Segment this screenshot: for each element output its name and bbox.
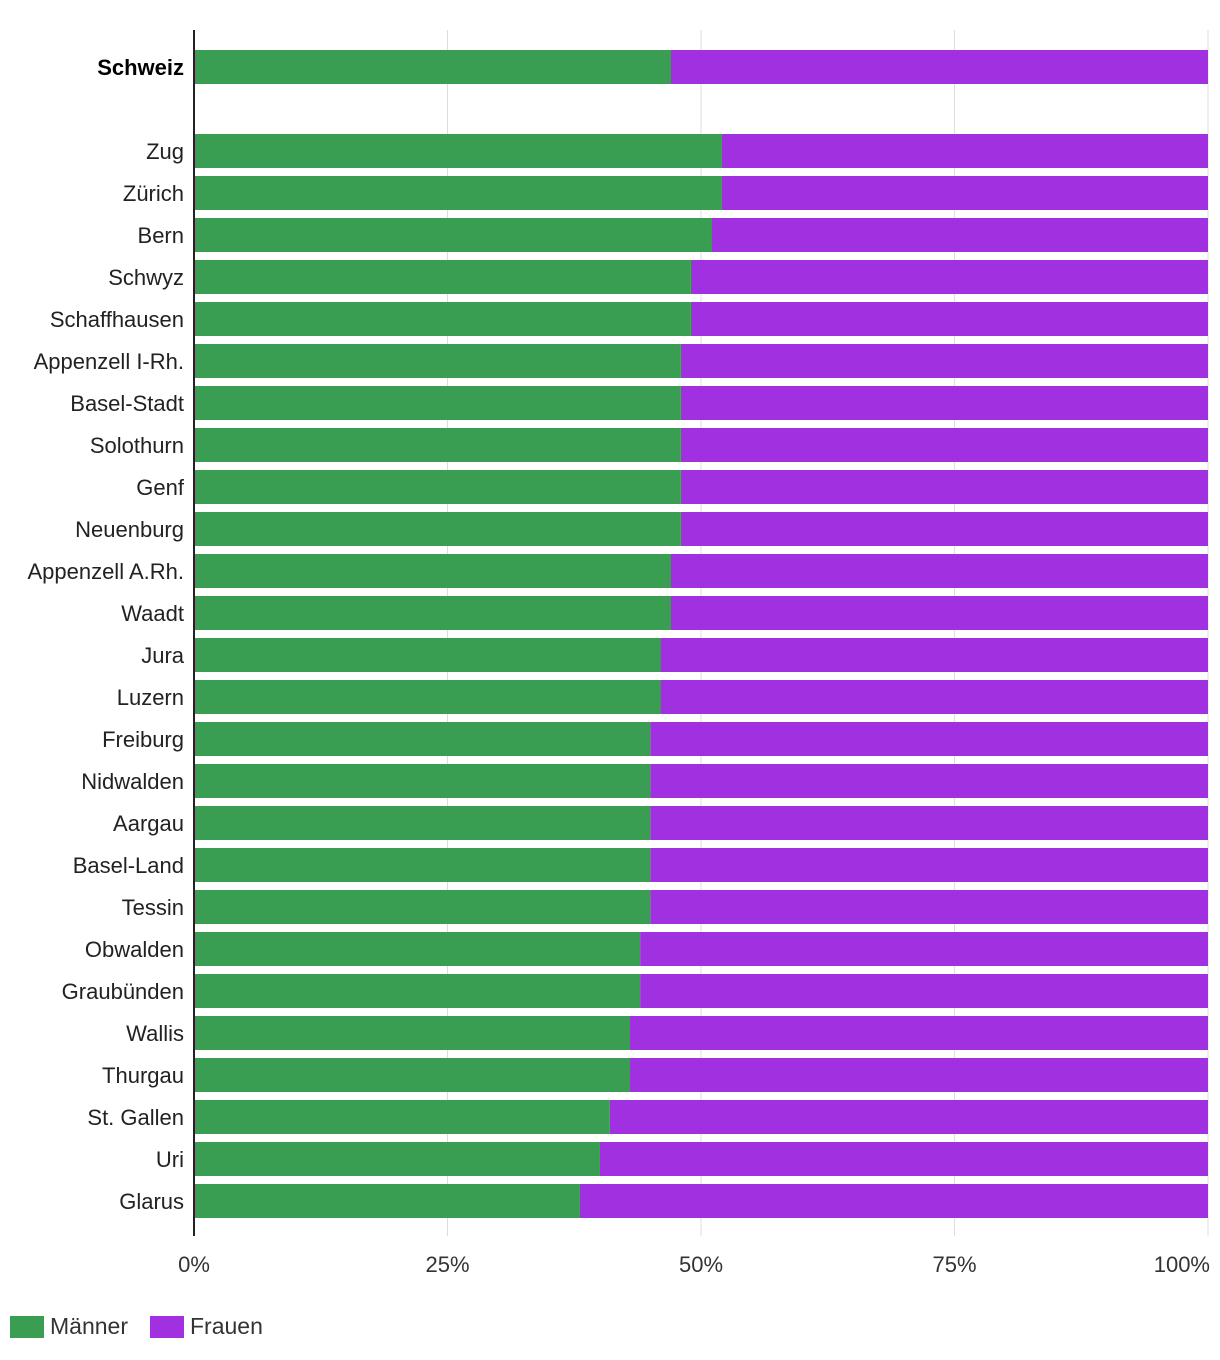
category-label: Aargau [113,811,184,836]
category-label: Bern [138,223,184,248]
bar-frauen [680,386,1208,420]
bar-maenner [194,848,651,882]
category-label: Zürich [123,181,184,206]
bar-maenner [194,596,671,630]
bar-maenner [194,1058,631,1092]
category-label: Freiburg [102,727,184,752]
bar-frauen [650,806,1208,840]
category-label: Zug [146,139,184,164]
bar-frauen [650,890,1208,924]
bar-maenner [194,974,641,1008]
bar-frauen [660,680,1208,714]
category-label: Waadt [121,601,184,626]
category-label: Appenzell A.Rh. [27,559,184,584]
category-label: Uri [156,1147,184,1172]
legend-swatch [150,1316,184,1338]
bar-frauen [711,218,1208,252]
bar-frauen [690,260,1208,294]
bar-frauen [599,1142,1208,1176]
bar-frauen [721,176,1208,210]
bar-maenner [194,1016,631,1050]
category-label: Appenzell I-Rh. [34,349,184,374]
legend-swatch [10,1316,44,1338]
category-label: Schwyz [108,265,184,290]
category-label: Obwalden [85,937,184,962]
category-label: Tessin [122,895,184,920]
bar-maenner [194,344,681,378]
bar-maenner [194,302,691,336]
bar-maenner [194,764,651,798]
bar-frauen [630,1058,1208,1092]
bar-frauen [630,1016,1208,1050]
bar-maenner [194,512,681,546]
category-label: Basel-Land [73,853,184,878]
bar-frauen [690,302,1208,336]
bar-frauen [670,50,1208,84]
bar-frauen [721,134,1208,168]
bar-maenner [194,1100,610,1134]
category-label: St. Gallen [87,1105,184,1130]
x-axis-tick-labels: 0% 25% 50% 75% 100% [178,1252,1210,1277]
bar-frauen [670,596,1208,630]
category-label: Schaffhausen [50,307,184,332]
bar-frauen [680,428,1208,462]
bar-frauen [640,932,1208,966]
x-tick-label: 25% [425,1252,469,1277]
category-label: Solothurn [90,433,184,458]
category-label: Neuenburg [75,517,184,542]
category-label: Graubünden [62,979,184,1004]
legend-label: Männer [50,1313,128,1339]
bar-frauen [650,848,1208,882]
category-label: Thurgau [102,1063,184,1088]
category-label: Schweiz [97,55,184,80]
bar-maenner [194,554,671,588]
bar-maenner [194,1142,600,1176]
bar-maenner [194,260,691,294]
category-label: Glarus [119,1189,184,1214]
category-label: Jura [141,643,185,668]
bar-maenner [194,932,641,966]
category-label: Genf [136,475,185,500]
x-tick-label: 100% [1154,1252,1210,1277]
legend-label: Frauen [190,1313,263,1339]
category-label: Nidwalden [81,769,184,794]
bar-frauen [579,1184,1208,1218]
bar-maenner [194,722,651,756]
x-tick-label: 0% [178,1252,210,1277]
bars [194,50,1208,1218]
grid-lines [447,30,1209,1236]
bar-frauen [680,344,1208,378]
bar-maenner [194,890,651,924]
category-labels: Schweiz Zug Zürich Bern Schwyz Schaffhausen Ap… [27,55,184,1214]
category-label: Wallis [126,1021,184,1046]
category-label: Basel-Stadt [70,391,184,416]
bar-maenner [194,386,681,420]
bar-maenner [194,176,722,210]
category-label: Luzern [117,685,184,710]
bar-frauen [650,764,1208,798]
bar-maenner [194,428,681,462]
bar-maenner [194,638,661,672]
bar-maenner [194,218,712,252]
bar-frauen [670,554,1208,588]
bar-frauen [640,974,1208,1008]
bar-frauen [680,470,1208,504]
bar-maenner [194,680,661,714]
x-tick-label: 50% [679,1252,723,1277]
legend: Männer Frauen [10,1313,263,1339]
bar-maenner [194,1184,580,1218]
bar-maenner [194,806,651,840]
bar-frauen [650,722,1208,756]
bar-maenner [194,470,681,504]
bar-frauen [609,1100,1208,1134]
bar-maenner [194,50,671,84]
bar-frauen [660,638,1208,672]
x-tick-label: 75% [932,1252,976,1277]
bar-frauen [680,512,1208,546]
bar-maenner [194,134,722,168]
